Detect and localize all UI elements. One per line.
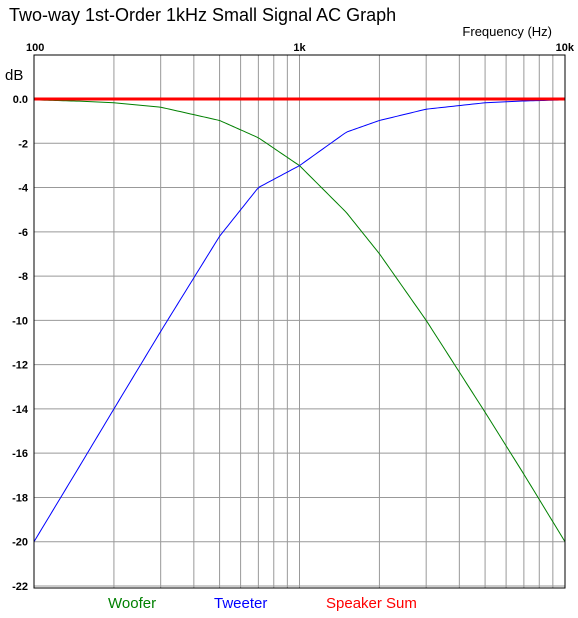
x-tick-label: 10k xyxy=(556,42,575,54)
series-line-tweeter xyxy=(33,99,566,542)
legend-item-speaker-sum: Speaker Sum xyxy=(326,595,417,612)
y-tick-label: -14 xyxy=(12,404,29,416)
x-tick-label: 1k xyxy=(293,42,306,54)
grid xyxy=(34,55,565,588)
series-lines xyxy=(33,97,566,542)
legend-item-tweeter: Tweeter xyxy=(214,595,267,612)
y-axis-label: dB xyxy=(5,67,23,84)
y-tick-label: -2 xyxy=(18,138,28,150)
y-tick-label: -18 xyxy=(12,492,28,504)
y-tick-label: -4 xyxy=(18,183,29,195)
x-tick-label: 100 xyxy=(26,42,44,54)
legend: Woofer Tweeter Speaker Sum xyxy=(108,595,417,612)
y-tick-label: 0.0 xyxy=(13,94,28,106)
y-tick-label: -6 xyxy=(18,227,28,239)
y-tick-label: -20 xyxy=(12,537,28,549)
y-tick-label: -8 xyxy=(18,271,28,283)
y-tick-label: -16 xyxy=(12,448,28,460)
legend-item-woofer: Woofer xyxy=(108,595,156,612)
chart-title: Two-way 1st-Order 1kHz Small Signal AC G… xyxy=(9,5,396,25)
y-tick-label: -10 xyxy=(12,315,28,327)
plot-frame xyxy=(33,54,566,589)
y-tick-label: -22 xyxy=(12,581,28,593)
x-axis-label: Frequency (Hz) xyxy=(462,24,552,39)
tick-labels: 100 1k 10k 0.0 -2 -4 -6 -8 -10 -12 -14 -16 -18 -20 -22 xyxy=(12,42,575,593)
y-tick-label: -12 xyxy=(12,360,28,372)
